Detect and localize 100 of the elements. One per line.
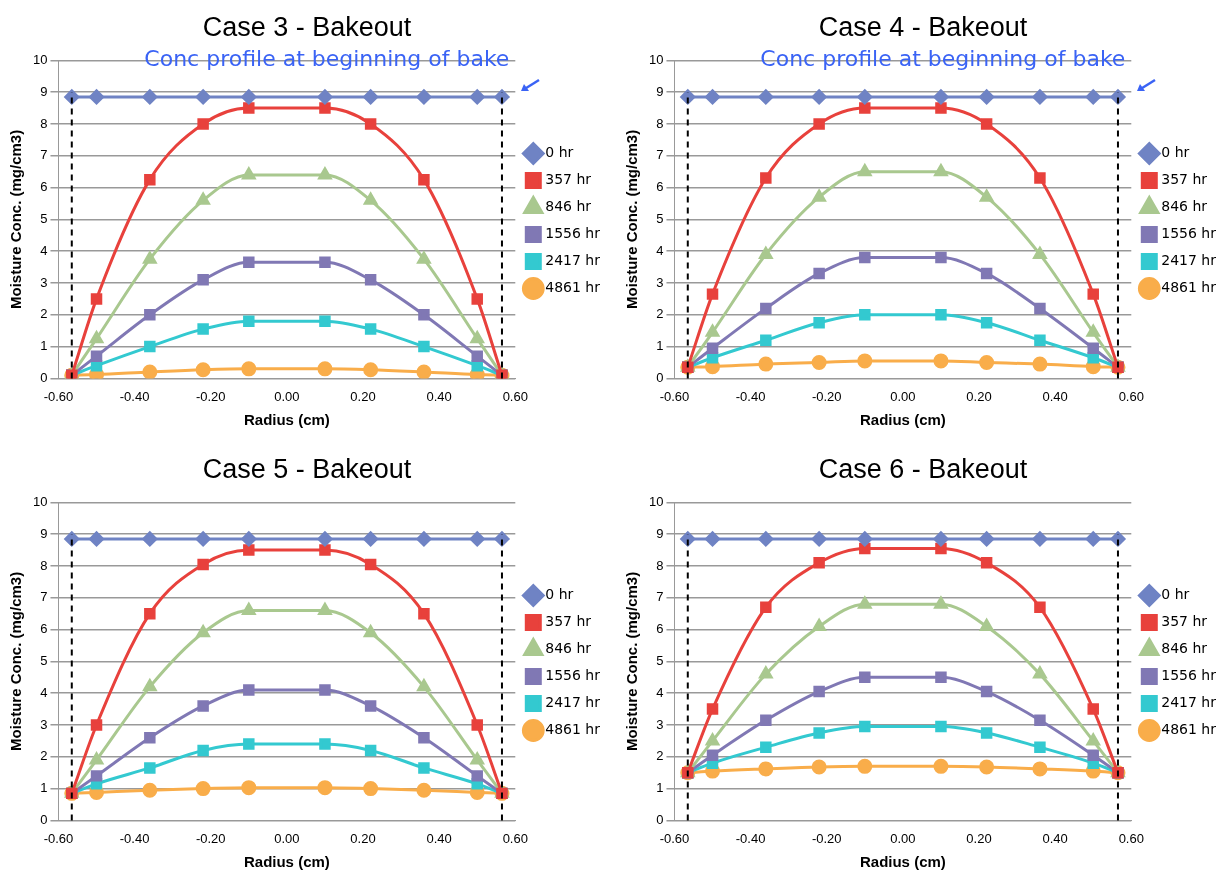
legend-label: 0 hr [545, 144, 574, 161]
annotation: Conc profile at beginning of bake [760, 46, 1126, 72]
chart-title: Case 6 - Bakeout [818, 453, 1028, 484]
y-tick-label: 4 [40, 242, 48, 258]
legend-label: 0 hr [545, 586, 574, 603]
x-tick-label: 0.40 [426, 830, 452, 846]
x-tick-label: -0.60 [659, 388, 690, 404]
y-tick-label: 6 [656, 621, 664, 637]
legend-label: 357 hr [1161, 171, 1208, 188]
x-tick-label: -0.20 [811, 388, 842, 404]
legend-label: 846 hr [545, 640, 592, 657]
y-tick-label: 8 [656, 115, 664, 131]
y-tick-label: 7 [656, 589, 664, 605]
x-tick-label: 0.00 [274, 830, 300, 846]
y-tick-label: 0 [656, 811, 664, 827]
y-tick-label: 8 [656, 557, 664, 573]
y-tick-label: 9 [40, 83, 48, 99]
legend-label: 4861 hr [1161, 279, 1217, 296]
x-tick-label: 0.20 [350, 830, 376, 846]
y-tick-label: 7 [40, 147, 48, 163]
x-tick-label: 0.60 [1118, 388, 1144, 404]
y-tick-label: 6 [40, 179, 48, 195]
chart-title: Case 3 - Bakeout [202, 11, 412, 42]
legend-label: 2417 hr [545, 694, 601, 711]
x-tick-label: 0.40 [426, 388, 452, 404]
y-tick-label: 10 [648, 493, 664, 509]
legend-label: 357 hr [1161, 613, 1208, 630]
x-tick-label: 0.00 [274, 388, 300, 404]
y-tick-label: 0 [40, 811, 48, 827]
x-tick-label: -0.20 [195, 830, 226, 846]
y-tick-label: 6 [656, 179, 664, 195]
legend-label: 1556 hr [1161, 225, 1217, 242]
y-axis-title: Moisture Conc. (mg/cm3) [7, 129, 25, 309]
y-tick-label: 1 [656, 780, 664, 796]
x-tick-label: -0.20 [195, 388, 226, 404]
x-tick-label: 0.40 [1042, 830, 1068, 846]
y-tick-label: 2 [40, 748, 48, 764]
legend-label: 357 hr [545, 171, 592, 188]
y-tick-label: 10 [32, 493, 48, 509]
y-tick-label: 8 [40, 557, 48, 573]
y-tick-label: 4 [40, 684, 48, 700]
y-tick-label: 7 [40, 589, 48, 605]
x-tick-label: 0.20 [350, 388, 376, 404]
y-tick-label: 6 [40, 621, 48, 637]
y-axis-title: Moisture Conc. (mg/cm3) [623, 129, 641, 309]
x-tick-label: -0.20 [811, 830, 842, 846]
legend-label: 1556 hr [545, 667, 601, 684]
x-tick-label: 0.60 [502, 830, 528, 846]
x-tick-label: 0.60 [502, 388, 528, 404]
y-tick-label: 0 [40, 369, 48, 385]
y-tick-label: 5 [656, 652, 664, 668]
legend-label: 1556 hr [1161, 667, 1217, 684]
y-tick-label: 9 [656, 83, 664, 99]
y-tick-label: 2 [656, 306, 664, 322]
y-tick-label: 0 [656, 369, 664, 385]
y-tick-label: 1 [40, 780, 48, 796]
x-tick-label: 0.20 [966, 830, 992, 846]
x-axis-title: Radius (cm) [859, 411, 946, 429]
chart-title: Case 4 - Bakeout [818, 11, 1028, 42]
x-tick-label: -0.40 [119, 830, 150, 846]
legend-label: 357 hr [545, 613, 592, 630]
y-tick-label: 5 [656, 210, 664, 226]
annotation: Conc profile at beginning of bake [144, 46, 510, 72]
y-axis-title: Moisture Conc. (mg/cm3) [623, 571, 641, 751]
x-tick-label: 0.40 [1042, 388, 1068, 404]
x-tick-label: -0.60 [43, 830, 74, 846]
legend-label: 2417 hr [1161, 694, 1217, 711]
y-tick-label: 3 [656, 274, 664, 290]
x-tick-label: -0.40 [735, 830, 766, 846]
x-tick-label: 0.60 [1118, 830, 1144, 846]
legend-label: 4861 hr [545, 279, 601, 296]
x-tick-label: -0.40 [735, 388, 766, 404]
x-tick-label: -0.60 [43, 388, 74, 404]
chart-title: Case 5 - Bakeout [202, 453, 412, 484]
legend-label: 846 hr [1161, 640, 1208, 657]
y-tick-label: 5 [40, 652, 48, 668]
x-axis-title: Radius (cm) [243, 411, 330, 429]
x-tick-label: 0.00 [890, 388, 916, 404]
legend-label: 1556 hr [545, 225, 601, 242]
y-tick-label: 2 [40, 306, 48, 322]
legend-label: 2417 hr [545, 252, 601, 269]
y-axis-title: Moisture Conc. (mg/cm3) [7, 571, 25, 751]
y-tick-label: 9 [656, 525, 664, 541]
y-tick-label: 1 [656, 338, 664, 354]
x-axis-title: Radius (cm) [859, 853, 946, 871]
legend-label: 846 hr [545, 198, 592, 215]
y-tick-label: 4 [656, 684, 664, 700]
y-tick-label: 2 [656, 748, 664, 764]
y-tick-label: 10 [648, 51, 664, 67]
legend-label: 846 hr [1161, 198, 1208, 215]
y-tick-label: 10 [32, 51, 48, 67]
y-tick-label: 1 [40, 338, 48, 354]
y-tick-label: 3 [40, 716, 48, 732]
legend-label: 0 hr [1161, 144, 1190, 161]
x-tick-label: 0.00 [890, 830, 916, 846]
x-tick-label: -0.60 [659, 830, 690, 846]
y-tick-label: 3 [656, 716, 664, 732]
y-tick-label: 4 [656, 242, 664, 258]
y-tick-label: 5 [40, 210, 48, 226]
y-tick-label: 9 [40, 525, 48, 541]
